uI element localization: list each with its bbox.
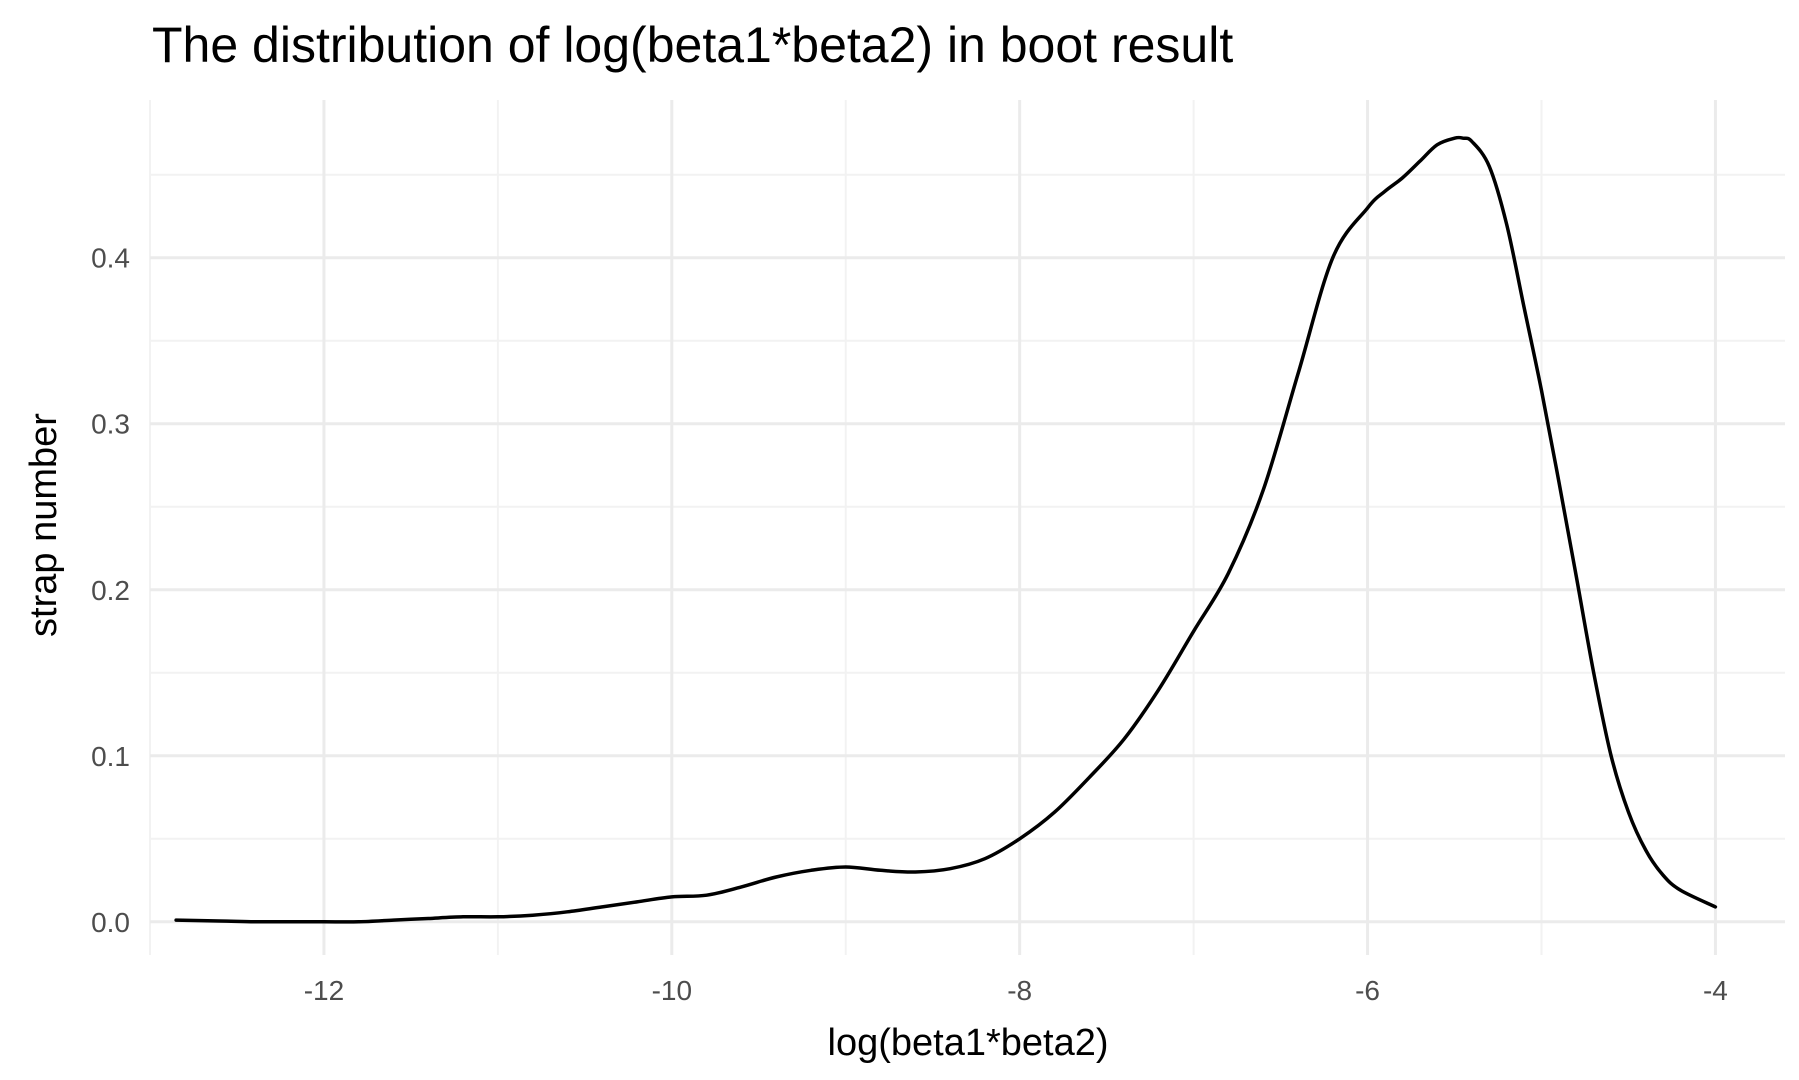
y-tick-label: 0.3 [91,409,130,440]
chart-title: The distribution of log(beta1*beta2) in … [152,17,1233,73]
x-tick-label: -12 [304,975,344,1006]
y-tick-label: 0.2 [91,575,130,606]
x-axis-label: log(beta1*beta2) [828,1022,1109,1064]
y-axis-label: strap number [23,413,65,637]
x-axis-ticks: -12 -10 -8 -6 -4 [304,975,1728,1006]
x-tick-label: -8 [1007,975,1032,1006]
y-tick-label: 0.4 [91,243,130,274]
x-tick-label: -4 [1703,975,1728,1006]
x-tick-label: -6 [1355,975,1380,1006]
y-tick-label: 0.1 [91,741,130,772]
plot-area [174,135,1718,924]
y-axis-ticks: 0.0 0.1 0.2 0.3 0.4 [91,243,130,938]
density-curve [174,135,1718,924]
y-tick-label: 0.0 [91,907,130,938]
x-tick-label: -10 [652,975,692,1006]
grid [149,100,1785,955]
